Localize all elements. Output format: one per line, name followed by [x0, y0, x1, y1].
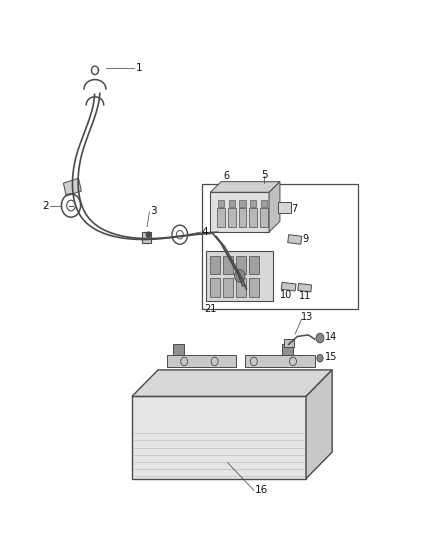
Text: 15: 15 — [325, 352, 338, 362]
Bar — [250, 208, 257, 227]
Bar — [260, 208, 268, 227]
Polygon shape — [245, 355, 315, 367]
Bar — [237, 256, 246, 274]
Text: 3: 3 — [150, 206, 157, 216]
Bar — [206, 251, 273, 301]
Bar — [284, 338, 294, 347]
Text: 9: 9 — [303, 234, 309, 244]
Bar — [223, 256, 233, 274]
Bar — [210, 192, 269, 232]
Polygon shape — [298, 284, 312, 292]
Text: 10: 10 — [280, 290, 292, 300]
Bar — [228, 208, 236, 227]
Bar — [229, 200, 235, 207]
Circle shape — [146, 232, 151, 237]
Bar — [261, 200, 267, 207]
Bar — [201, 184, 358, 309]
Text: 5: 5 — [261, 170, 268, 180]
Bar — [218, 200, 224, 207]
Text: 6: 6 — [223, 172, 230, 181]
Text: 21: 21 — [204, 304, 216, 314]
Bar — [210, 278, 220, 297]
Bar — [250, 278, 259, 297]
Polygon shape — [210, 182, 280, 192]
Text: 1: 1 — [135, 63, 142, 72]
Bar — [240, 200, 246, 207]
Bar — [64, 178, 81, 196]
Circle shape — [316, 333, 324, 343]
Bar — [142, 232, 151, 243]
Polygon shape — [132, 370, 332, 397]
Circle shape — [234, 269, 245, 282]
Circle shape — [317, 354, 323, 362]
Text: 14: 14 — [325, 332, 337, 342]
Bar — [217, 208, 225, 227]
Bar — [239, 208, 247, 227]
Polygon shape — [288, 235, 302, 244]
Bar — [223, 278, 233, 297]
Bar — [132, 397, 306, 479]
Bar — [250, 256, 259, 274]
Polygon shape — [269, 182, 280, 232]
Bar — [282, 344, 293, 355]
Polygon shape — [281, 282, 296, 291]
Text: 7: 7 — [292, 204, 298, 214]
Polygon shape — [167, 355, 237, 367]
Bar — [210, 256, 220, 274]
Text: 4: 4 — [201, 227, 208, 237]
Text: 2: 2 — [42, 200, 49, 211]
Bar — [278, 202, 291, 214]
Text: 11: 11 — [299, 291, 311, 301]
Text: 13: 13 — [301, 312, 313, 322]
Bar — [237, 278, 246, 297]
Bar — [251, 200, 256, 207]
Text: 16: 16 — [254, 485, 268, 495]
Bar — [173, 344, 184, 355]
Polygon shape — [306, 370, 332, 479]
